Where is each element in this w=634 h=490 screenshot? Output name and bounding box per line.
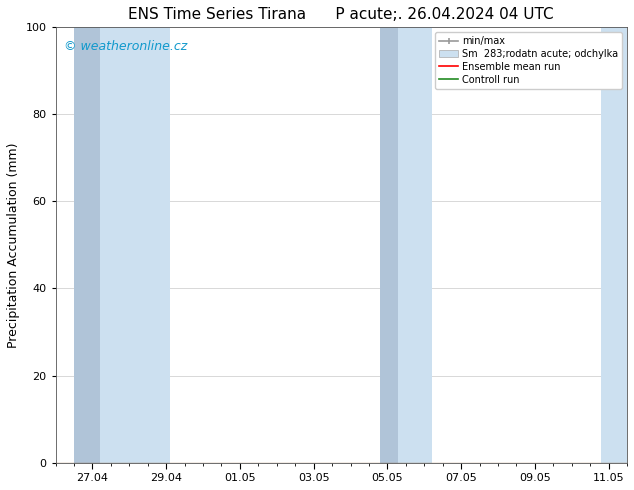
Text: © weatheronline.cz: © weatheronline.cz [64,40,188,53]
Bar [601,27,634,463]
Y-axis label: Precipitation Accumulation (mm): Precipitation Accumulation (mm) [7,142,20,348]
Bar [380,27,398,463]
Legend: min/max, Sm  283;rodatn acute; odchylka, Ensemble mean run, Controll run: min/max, Sm 283;rodatn acute; odchylka, … [435,32,622,89]
Title: ENS Time Series Tirana      P acute;. 26.04.2024 04 UTC: ENS Time Series Tirana P acute;. 26.04.2… [129,7,554,22]
Bar [100,27,170,463]
Bar [398,27,432,463]
Bar [74,27,100,463]
